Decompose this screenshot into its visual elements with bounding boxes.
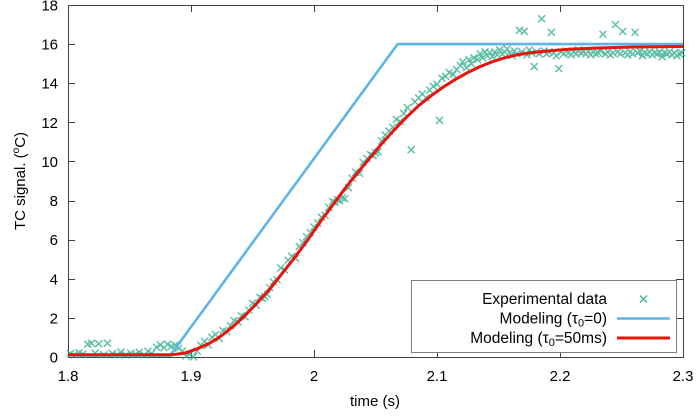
y-tick-label: 18 <box>41 0 58 15</box>
legend-marker-sample <box>639 295 648 303</box>
y-tick-label: 12 <box>41 115 58 132</box>
legend-label: Experimental data <box>482 291 607 308</box>
x-tick-label: 2 <box>310 368 318 385</box>
y-tick-label: 6 <box>50 232 58 249</box>
y-tick-label: 2 <box>50 310 58 327</box>
y-tick-label: 16 <box>41 37 58 54</box>
legend-box <box>411 280 677 353</box>
x-axis-label: time (s) <box>350 393 400 410</box>
y-tick-label: 8 <box>50 193 58 210</box>
x-tick-label: 2.3 <box>673 368 694 385</box>
y-axis-label-text: TC signal. ( <box>12 153 29 231</box>
y-axis-label: TC signal. (oC) <box>11 132 29 230</box>
y-tick-label: 4 <box>50 271 58 288</box>
y-axis-label-unit: C) <box>12 131 29 148</box>
x-tick-label: 1.8 <box>58 368 79 385</box>
y-axis-label-degree: o <box>11 147 22 154</box>
x-tick-label: 1.9 <box>181 368 202 385</box>
y-tick-label: 10 <box>41 154 58 171</box>
model-line-tau50ms <box>68 45 684 357</box>
y-tick-label: 14 <box>41 76 58 93</box>
y-tick-label: 0 <box>50 350 58 367</box>
legend-label: Modeling (τ0=50ms) <box>470 330 607 349</box>
x-tick-label: 2.2 <box>550 368 571 385</box>
legend-label: Modeling (τ0=0) <box>500 311 607 330</box>
x-tick-label: 2.1 <box>427 368 448 385</box>
plot-border <box>68 5 684 358</box>
